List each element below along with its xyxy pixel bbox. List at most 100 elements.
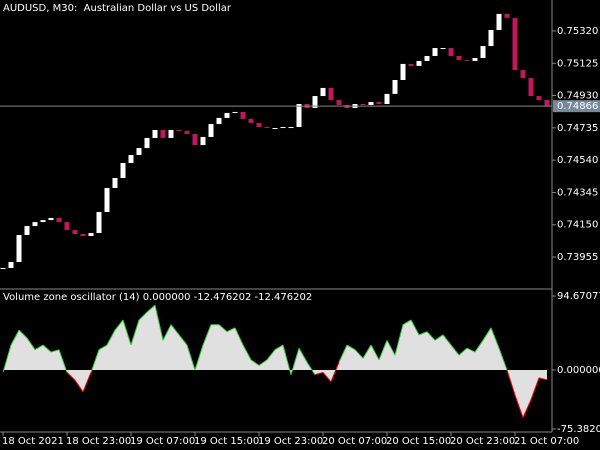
candle-body bbox=[248, 118, 254, 124]
oscillator-segment bbox=[434, 334, 444, 341]
oscillator-segment bbox=[218, 324, 228, 333]
candle-body bbox=[296, 104, 302, 128]
candle-body bbox=[272, 128, 278, 130]
candle-body bbox=[488, 29, 494, 47]
candle-body bbox=[448, 48, 454, 56]
oscillator-segment bbox=[298, 347, 308, 363]
oscillator-segment bbox=[234, 327, 244, 346]
oscillator-segment bbox=[466, 347, 476, 353]
x-tick-label: 19 Oct 07:00 bbox=[130, 436, 195, 447]
x-tick-label: 18 Oct 23:00 bbox=[66, 436, 131, 447]
oscillator-segment bbox=[370, 344, 380, 361]
candle-body bbox=[144, 137, 150, 149]
x-tick-label: 19 Oct 15:00 bbox=[194, 436, 259, 447]
y-tick-label: 0.74735 bbox=[557, 123, 598, 134]
oscillator-segment bbox=[26, 337, 36, 350]
last-price-label: 0.74866 bbox=[557, 101, 598, 112]
oscillator-segment bbox=[514, 394, 524, 418]
oscillator-segment bbox=[538, 377, 548, 381]
oscillator-segment bbox=[306, 361, 316, 376]
oscillator-segment bbox=[330, 362, 340, 382]
oscillator-segment bbox=[154, 305, 164, 341]
oscillator-segment bbox=[2, 344, 12, 373]
oscillator-segment bbox=[410, 319, 420, 336]
oscillator-segment bbox=[98, 344, 108, 351]
oscillator-segment bbox=[498, 347, 508, 371]
oscillator-segment bbox=[482, 327, 492, 341]
candle-body bbox=[96, 211, 102, 234]
candle-body bbox=[240, 111, 246, 119]
oscillator-segment bbox=[386, 340, 396, 356]
oscillator-segment bbox=[394, 324, 404, 356]
candle-body bbox=[40, 220, 46, 223]
candle-body bbox=[224, 112, 230, 118]
candle-body bbox=[536, 96, 542, 101]
oscillator-segment bbox=[426, 331, 436, 341]
candle-body bbox=[56, 217, 62, 223]
y-tick-label: 0.74930 bbox=[557, 91, 598, 102]
oscillator-segment bbox=[82, 372, 92, 393]
candle-body bbox=[200, 136, 206, 146]
oscillator-segment bbox=[250, 359, 260, 366]
oscillator-segment bbox=[266, 349, 276, 361]
candle-body bbox=[400, 63, 406, 80]
oscillator-segment bbox=[90, 349, 100, 373]
candle-body bbox=[208, 124, 214, 137]
candle-body bbox=[496, 13, 502, 30]
candle-body bbox=[464, 59, 470, 61]
candle-body bbox=[520, 70, 526, 79]
oscillator-segment bbox=[114, 319, 124, 331]
candle-body bbox=[136, 148, 142, 156]
candle-body bbox=[424, 55, 430, 61]
candle-body bbox=[256, 123, 262, 128]
oscillator-segment bbox=[354, 349, 364, 359]
candle-body bbox=[8, 261, 14, 268]
oscillator-segment bbox=[194, 344, 204, 371]
oscillator-segment bbox=[458, 347, 468, 356]
candle-body bbox=[376, 102, 382, 105]
candle-body bbox=[160, 130, 166, 138]
x-tick-label: 19 Oct 23:00 bbox=[258, 436, 323, 447]
oscillator-segment bbox=[42, 344, 52, 353]
candle-body bbox=[312, 96, 318, 108]
candle-body bbox=[184, 130, 190, 134]
oscillator-segment bbox=[282, 344, 292, 375]
candle-body bbox=[416, 60, 422, 66]
x-tick-label: 18 Oct 2021 bbox=[2, 436, 64, 447]
candle-body bbox=[16, 235, 22, 262]
candle-body bbox=[192, 133, 198, 146]
oscillator-segment bbox=[178, 334, 188, 346]
oscillator-segment bbox=[122, 319, 132, 346]
y-tick-label: 0.74540 bbox=[557, 155, 598, 166]
candle-body bbox=[384, 93, 390, 105]
oscillator-segment bbox=[226, 327, 236, 333]
oscillator-segment bbox=[322, 372, 332, 383]
oscillator-segment bbox=[378, 340, 388, 361]
oscillator-segment bbox=[162, 324, 172, 341]
oscillator-segment bbox=[58, 349, 68, 373]
candle-body bbox=[104, 187, 110, 212]
x-tick-label: 21 Oct 07:00 bbox=[514, 436, 579, 447]
oscillator-segment bbox=[10, 329, 20, 346]
oscillator-segment bbox=[146, 304, 156, 313]
oscillator-segment bbox=[130, 319, 140, 346]
candle-body bbox=[392, 79, 398, 94]
y-tick-label: 0.75125 bbox=[557, 58, 598, 69]
candle-body bbox=[176, 130, 182, 132]
y-tick-label: 0.74150 bbox=[557, 220, 598, 231]
oscillator-segment bbox=[522, 399, 532, 418]
oscillator-area bbox=[3, 305, 547, 418]
oscillator-segment bbox=[170, 324, 180, 336]
oscillator-segment bbox=[290, 347, 300, 375]
oscillator-segment bbox=[314, 371, 324, 376]
candle-body bbox=[512, 17, 518, 71]
candle-body bbox=[216, 117, 222, 125]
candle-body bbox=[504, 13, 510, 18]
oscillator-segment bbox=[138, 311, 148, 321]
oscillator-segment bbox=[274, 344, 284, 351]
oscillator-segment bbox=[34, 344, 44, 351]
oscillator-segment bbox=[18, 329, 28, 339]
candle-body bbox=[368, 102, 374, 105]
